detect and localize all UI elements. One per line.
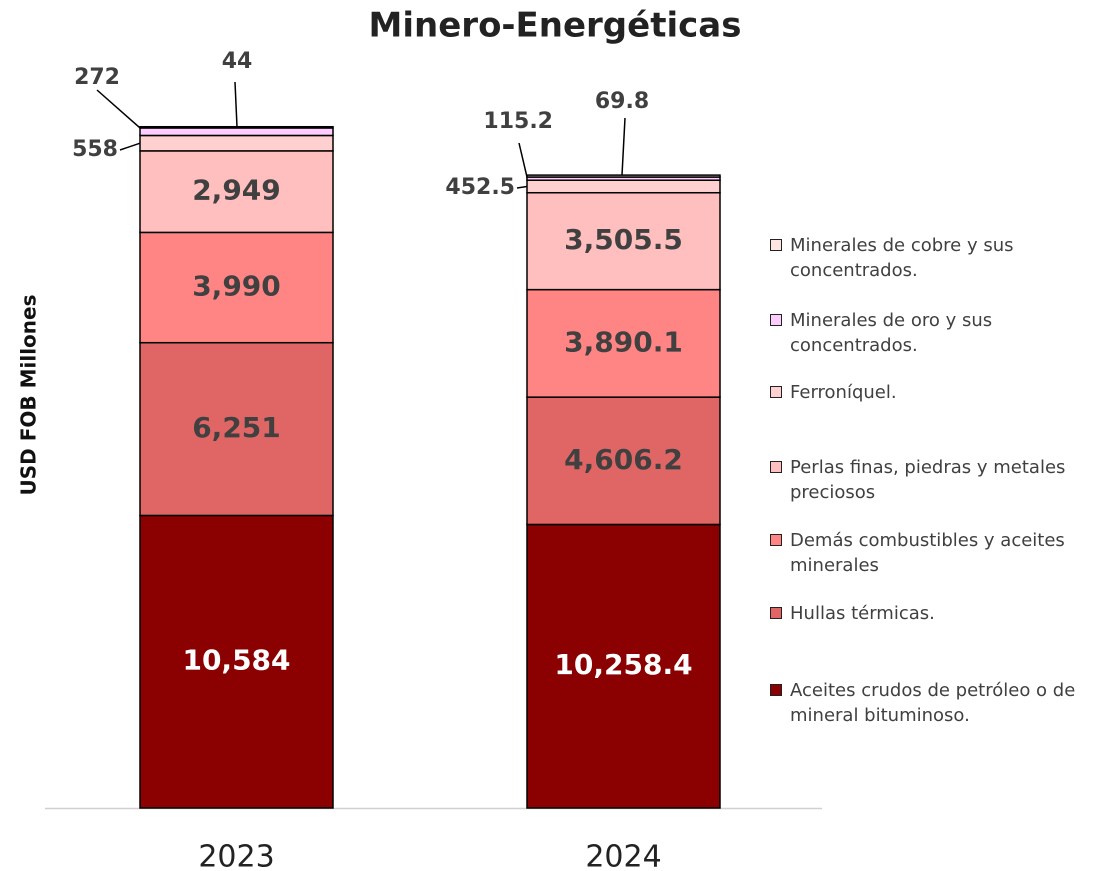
legend-swatch	[770, 239, 782, 251]
legend-item: Minerales de oro y sus concentrados.	[770, 308, 1105, 358]
bar-segment	[139, 125, 334, 129]
bar-segment	[139, 514, 334, 809]
x-tick-label: 2024	[585, 840, 661, 871]
legend-label: Demás combustibles y aceites minerales	[790, 530, 1065, 576]
data-label: 2,949	[192, 174, 281, 207]
legend-swatch	[770, 461, 782, 473]
data-label: 10,584	[182, 644, 290, 677]
bar-segment	[526, 523, 721, 809]
legend-swatch	[770, 607, 782, 619]
legend-item: Aceites crudos de petróleo o de mineral …	[770, 678, 1105, 728]
chart-title: Minero-Energéticas	[369, 6, 742, 46]
legend-label: Perlas finas, piedras y metales precioso…	[790, 457, 1066, 503]
data-label: 6,251	[192, 411, 281, 444]
bar-segment	[526, 288, 721, 398]
legend-item: Minerales de cobre y sus concentrados.	[770, 233, 1105, 283]
leader-line	[516, 185, 528, 189]
bar-segment	[526, 396, 721, 526]
legend-label: Hullas térmicas.	[790, 603, 935, 624]
bar-segment	[139, 341, 334, 517]
bar-segment	[139, 134, 334, 152]
data-label: 3,990	[192, 270, 281, 303]
data-label: 10,258.4	[554, 648, 692, 681]
legend-item: Ferroníquel.	[770, 380, 1105, 405]
bar-segment	[139, 127, 334, 137]
leader-line	[518, 142, 528, 178]
legend-item: Demás combustibles y aceites minerales	[770, 528, 1105, 578]
legend-item: Perlas finas, piedras y metales precioso…	[770, 455, 1105, 505]
bar-segment	[139, 150, 334, 234]
legend-swatch	[770, 386, 782, 398]
data-label: 558	[72, 137, 118, 162]
legend-label: Ferroníquel.	[790, 382, 897, 403]
legend-label: Minerales de oro y sus concentrados.	[790, 310, 993, 356]
data-label: 3,890.1	[564, 325, 683, 358]
bar-segment	[526, 191, 721, 291]
data-label: 3,505.5	[564, 223, 683, 256]
data-label: 44	[222, 49, 253, 74]
data-label: 452.5	[445, 175, 515, 200]
bar-segment	[526, 174, 721, 178]
data-label: 272	[74, 65, 120, 90]
legend-swatch	[770, 314, 782, 326]
data-label: 4,606.2	[564, 443, 683, 476]
leader-line	[621, 117, 626, 176]
leader-line	[234, 81, 238, 127]
leader-line	[96, 89, 141, 129]
legend-item: Hullas térmicas.	[770, 601, 1105, 626]
legend-label: Minerales de cobre y sus concentrados.	[790, 235, 1014, 281]
legend-swatch	[770, 684, 782, 696]
legend-label: Aceites crudos de petróleo o de mineral …	[790, 680, 1076, 726]
data-label: 115.2	[483, 109, 553, 134]
data-label: 69.8	[595, 89, 649, 114]
x-tick-label: 2023	[198, 840, 274, 871]
bar-segment	[526, 179, 721, 194]
leader-line	[119, 142, 141, 151]
legend-swatch	[770, 534, 782, 546]
y-axis-label: USD FOB Millones	[17, 295, 41, 496]
